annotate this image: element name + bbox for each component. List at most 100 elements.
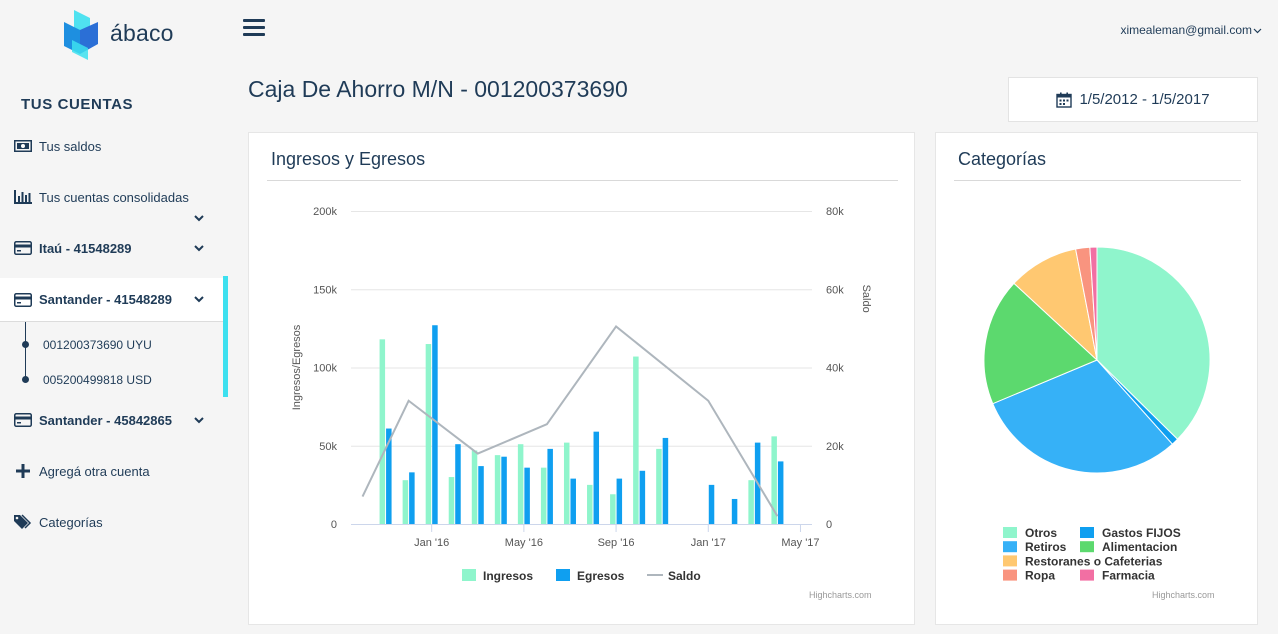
legend-swatch	[1080, 541, 1094, 553]
legend-swatch	[1003, 527, 1017, 538]
bar-ingresos	[471, 450, 478, 524]
chevron-down-icon[interactable]	[193, 293, 205, 305]
bar-egresos	[478, 466, 484, 524]
legend-swatch	[556, 569, 570, 581]
calendar-icon	[1056, 92, 1073, 108]
legend-item: Ropa	[1025, 569, 1055, 583]
bar-egresos	[593, 431, 600, 524]
sidebar-item-label: Santander - 41548289	[39, 292, 172, 307]
bar-egresos	[570, 478, 576, 524]
bar-egresos	[547, 448, 553, 524]
legend-item: Egresos	[577, 569, 625, 583]
y-tick-label: 50k	[319, 441, 337, 453]
bar-egresos	[708, 484, 715, 524]
chevron-down-icon[interactable]	[193, 414, 205, 426]
bar-ingresos	[563, 442, 570, 524]
bar-ingresos	[402, 480, 409, 524]
sidebar-item-saldos[interactable]: Tus saldos	[0, 126, 228, 166]
sidebar-item-label: Itaú - 41548289	[39, 240, 132, 256]
timeline-dot	[22, 376, 29, 383]
x-tick-label: Sep '16	[598, 537, 635, 549]
saldo-line	[361, 324, 779, 517]
x-tick-label: Jan '17	[691, 537, 726, 549]
plus-icon	[13, 463, 33, 479]
bar-egresos	[731, 498, 738, 524]
legend-swatch	[1080, 527, 1094, 538]
y-right-axis-title: Saldo	[860, 285, 872, 313]
sidebar-item-categorias[interactable]: Categorías	[0, 502, 228, 542]
chart-credits[interactable]: Highcharts.com	[1152, 590, 1215, 600]
bar-ingresos	[448, 477, 455, 524]
ingresos-egresos-chart: 0 50k 100k 150k 200k 0 20k 40k 60k 80k Ingresos/Eg…	[291, 206, 872, 583]
sidebar-item-santander-45842865[interactable]: Santander - 45842865	[0, 400, 228, 440]
brand-logo[interactable]: ábaco	[62, 10, 182, 62]
y-tick-label: 200k	[313, 206, 337, 218]
legend-swatch	[1080, 569, 1094, 581]
chart-credits[interactable]: Highcharts.com	[809, 590, 872, 600]
bar-ingresos	[656, 448, 662, 524]
pie-slice	[1013, 248, 1098, 362]
accounts-heading: TUS CUENTAS	[21, 96, 134, 113]
tags-icon	[13, 514, 33, 530]
legend-swatch	[462, 569, 476, 581]
bar-egresos	[386, 428, 392, 524]
bar-ingresos	[517, 444, 524, 524]
credit-card-icon	[13, 412, 33, 428]
chevron-down-icon[interactable]	[193, 212, 205, 224]
categorias-chart: Otros Gastos FIJOS Retiros AlimentacionRest…	[983, 246, 1211, 583]
pie-slice	[992, 359, 1174, 474]
y-tick-label: 0	[331, 519, 337, 531]
legend-item: Farmacia	[1102, 569, 1155, 583]
brand-name: ábaco	[110, 20, 174, 46]
y-right-tick-label: 40k	[826, 363, 844, 375]
sidebar-item-santander-41548289[interactable]: Santander - 41548289	[0, 278, 228, 322]
sidebar-item-agregar-cuenta[interactable]: Agregá otra cuenta	[0, 451, 228, 491]
chevron-down-icon	[1253, 28, 1262, 34]
legend-swatch	[1003, 541, 1017, 553]
y-tick-label: 100k	[313, 363, 337, 375]
panel-title: Categorías	[958, 149, 1047, 169]
bar-egresos	[639, 470, 646, 524]
x-tick-label: May '17	[781, 537, 819, 549]
y-tick-label: 150k	[313, 284, 337, 296]
menu-toggle-icon[interactable]	[243, 19, 265, 37]
bar-ingresos	[587, 484, 593, 524]
bar-egresos	[662, 437, 669, 524]
legend-item: Ingresos	[483, 569, 533, 583]
categorias-panel: Categorías Otros Gastos FIJOS Retiros Alime…	[935, 132, 1258, 625]
active-indicator	[223, 276, 228, 397]
legend-item: Restoranes o Cafeterias	[1025, 554, 1163, 568]
legend-item: Retiros	[1025, 540, 1067, 554]
subaccount-uyu[interactable]: 001200373690 UYU	[43, 338, 152, 352]
sidebar-item-label: Santander - 45842865	[39, 412, 172, 428]
sidebar: ábaco TUS CUENTAS Tus saldos Tus cuentas…	[0, 0, 228, 634]
legend-item: Saldo	[668, 569, 701, 583]
legend-item: Otros	[1025, 526, 1057, 540]
sidebar-item-itau[interactable]: Itaú - 41548289	[0, 228, 228, 268]
bar-chart-icon	[13, 189, 33, 205]
date-range-button[interactable]: 1/5/2012 - 1/5/2017	[1008, 77, 1258, 122]
sidebar-item-consolidadas[interactable]: Tus cuentas consolidadas	[0, 177, 228, 222]
money-icon	[13, 138, 33, 154]
y-right-tick-label: 0	[826, 519, 832, 531]
subaccount-timeline	[25, 322, 26, 382]
user-menu[interactable]: ximealeman@gmail.com	[1120, 23, 1262, 37]
bar-egresos	[432, 325, 438, 524]
bar-egresos	[501, 456, 507, 524]
sidebar-item-label: Tus saldos	[39, 138, 102, 154]
subaccount-usd[interactable]: 005200499818 USD	[43, 373, 152, 387]
timeline-dot	[22, 341, 29, 348]
y-right-tick-label: 60k	[826, 284, 844, 296]
date-range-label: 1/5/2012 - 1/5/2017	[1079, 91, 1210, 108]
bar-egresos	[455, 444, 461, 524]
credit-card-icon	[13, 240, 33, 256]
sidebar-item-label: Tus cuentas consolidadas	[39, 189, 189, 205]
credit-card-icon	[13, 292, 33, 308]
pie-slice	[1089, 246, 1098, 361]
bar-egresos	[616, 478, 623, 524]
chevron-down-icon[interactable]	[193, 242, 205, 254]
sidebar-item-label: Agregá otra cuenta	[39, 463, 150, 479]
x-tick-label: May '16	[505, 537, 543, 549]
panel-divider	[267, 180, 898, 181]
y-right-tick-label: 80k	[826, 206, 844, 218]
